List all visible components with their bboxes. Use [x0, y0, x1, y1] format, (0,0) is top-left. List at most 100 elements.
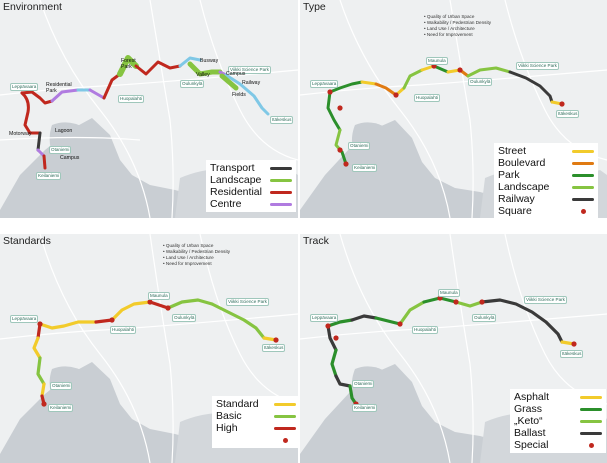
place-label-keilaniemi: Keilaniemi — [36, 172, 62, 180]
legend-swatch — [580, 419, 602, 423]
high-marker — [109, 317, 115, 323]
road — [199, 0, 298, 161]
place-label-maunula: Maunula — [438, 289, 460, 297]
route-high-b — [148, 300, 170, 310]
place-label-itakeskus: Itäkeskus — [270, 116, 294, 124]
lagoon-water — [49, 122, 93, 168]
legend-label: Boulevard — [498, 157, 546, 169]
route-street-a — [360, 80, 378, 86]
legend-swatch — [274, 402, 296, 406]
panel-title: Type — [303, 1, 326, 13]
legend-swatch — [572, 185, 594, 189]
route-ballast-west — [326, 324, 338, 352]
route-keto-b — [454, 300, 484, 308]
zone-label-fields: Fields — [232, 92, 246, 98]
legend-item: Square — [498, 205, 594, 217]
special-marker — [479, 299, 485, 305]
square-marker — [343, 161, 349, 167]
zone-label-railway: Railway — [242, 80, 261, 86]
road — [39, 234, 151, 463]
legend-label: Standard — [216, 398, 259, 410]
legend-label: Ballast — [514, 427, 546, 439]
legend-item: Centre — [210, 198, 292, 210]
special-marker — [571, 341, 577, 347]
legend-label: Centre — [210, 198, 242, 210]
track-map-panel: Track Leppävaara Huopalahti Maunula Oulu… — [300, 234, 607, 463]
route-standard-keilaniemi — [40, 382, 46, 398]
legend-label: Street — [498, 145, 527, 157]
legend-item: Street — [498, 145, 594, 157]
road — [339, 0, 451, 218]
special-marker — [453, 299, 459, 305]
legend-label: Landscape — [210, 174, 262, 186]
legend-swatch — [572, 197, 594, 201]
place-label-itakeskus: Itäkeskus — [262, 344, 286, 352]
legend-swatch — [270, 190, 292, 194]
legend-label: „Keto“ — [514, 415, 543, 427]
route-ballast-a — [350, 314, 378, 322]
road — [39, 0, 151, 218]
route-centre-b — [88, 88, 106, 100]
zone-label-valley: Valley — [196, 72, 210, 78]
route-grass-leppavaara — [326, 318, 354, 328]
square-marker — [337, 147, 343, 153]
place-label-itakeskus: Itäkeskus — [560, 350, 584, 358]
route-residential-west — [20, 90, 54, 105]
place-label-huopalahti: Huopalahti — [414, 94, 440, 102]
legend-dot — [589, 442, 594, 448]
legend-item: Standard — [216, 398, 296, 410]
route-grass-west — [330, 348, 338, 378]
legend-swatch — [580, 431, 602, 435]
place-label-oulunkyla: Oulunkylä — [472, 314, 497, 322]
legend-dot — [581, 208, 586, 214]
high-marker — [41, 401, 47, 407]
legend-swatch — [270, 202, 292, 206]
place-label-leppavaara: Leppävaara — [310, 80, 339, 88]
route-residential-motorway — [20, 91, 42, 135]
route-grass-b — [374, 316, 402, 326]
square-marker — [559, 101, 565, 107]
square-marker — [393, 92, 399, 98]
place-label-leppavaara: Leppävaara — [10, 83, 39, 91]
high-markers — [37, 299, 279, 407]
legend-label: Square — [498, 205, 532, 217]
place-label-huopalahti: Huopalahti — [412, 326, 438, 334]
high-marker — [165, 305, 171, 311]
place-label-itakeskus: Itäkeskus — [556, 110, 580, 118]
route-residential-keilaniemi — [42, 154, 47, 170]
route-residential-north — [102, 72, 122, 100]
legend-swatch — [274, 414, 296, 418]
legend-dot — [283, 437, 288, 443]
square-marker — [327, 89, 333, 95]
route-landscape-fields — [219, 73, 239, 91]
place-label-viikki: Viikki Science Park — [228, 66, 271, 74]
place-label-leppavaara: Leppävaara — [310, 314, 339, 322]
road — [199, 234, 298, 405]
legend-label: Railway — [498, 193, 535, 205]
legend-swatch — [274, 426, 296, 430]
place-label-keilaniemi: Keilaniemi — [48, 404, 74, 412]
legend-item: Basic — [216, 410, 296, 422]
road — [449, 0, 474, 218]
legend-label: Grass — [514, 403, 543, 415]
route-keto-north — [398, 300, 426, 326]
road — [0, 136, 141, 141]
zone-label-lagoon: Lagoon — [55, 128, 73, 134]
legend-swatch — [270, 178, 292, 182]
legend-item: Transport — [210, 162, 292, 174]
route-boulevard — [374, 82, 398, 97]
legend-item: High — [216, 422, 296, 434]
route-railway-viikki — [508, 70, 554, 104]
high-marker — [37, 321, 43, 327]
criteria-list: • Quality of Urban Space • Walkability /… — [424, 14, 491, 38]
legend-swatch — [572, 161, 594, 165]
criteria-item: • Walkability / Pedestrian Density — [163, 249, 231, 254]
route-lightblue-railway — [224, 73, 270, 116]
legend-item: Grass — [514, 403, 602, 415]
legend-item: Railway — [498, 193, 594, 205]
legend-label: Basic — [216, 410, 242, 422]
route-park-leppavaara — [328, 80, 364, 94]
road — [300, 69, 607, 96]
legend-label: Special — [514, 439, 549, 451]
criteria-list: • Quality of Urban Space • Walkability /… — [163, 243, 230, 267]
